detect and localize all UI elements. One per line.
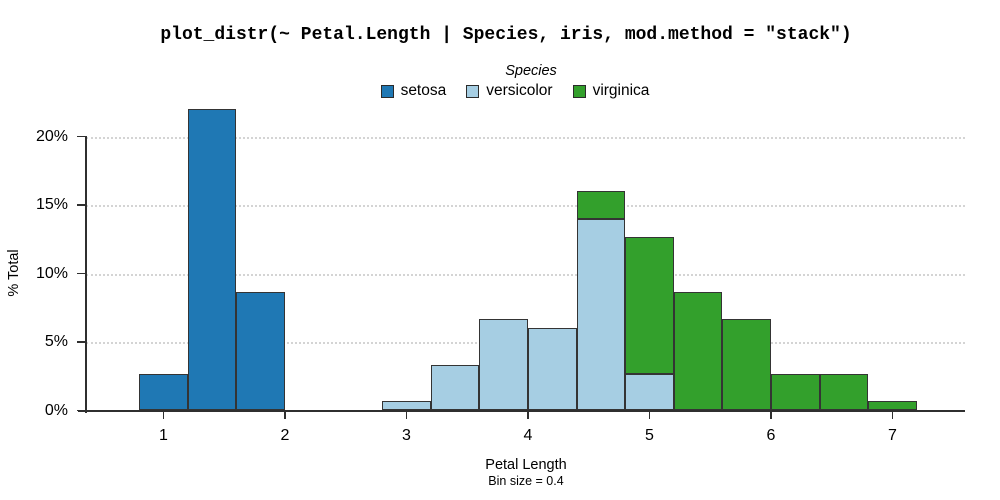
bar-virginica-5.6 — [722, 319, 771, 411]
x-axis-tick-5 — [648, 411, 651, 419]
y-tick-label-10%: 10% — [35, 264, 68, 282]
bar-virginica-6.4 — [819, 373, 869, 411]
bar-versicolor-3.6 — [479, 319, 528, 411]
x-tick-label-5: 5 — [645, 427, 654, 444]
bar-versicolor-4.8 — [625, 373, 674, 411]
y-axis-line — [85, 136, 87, 413]
bar-versicolor-2.8 — [382, 401, 431, 411]
legend-entry-versicolor: versicolor — [466, 82, 553, 99]
y-tick-label-20%: 20% — [35, 127, 68, 145]
x-axis-line — [78, 410, 965, 412]
legend-title: Species — [505, 63, 557, 79]
legend: setosa versicolor virginica — [0, 83, 1000, 99]
bar-setosa-1.2 — [187, 109, 237, 411]
x-tick-label-2: 2 — [280, 427, 290, 444]
x-axis-tick-4 — [527, 411, 529, 419]
bin-size-note: Bin size = 0.4 — [488, 474, 564, 488]
x-axis-tick-1 — [162, 411, 165, 419]
bar-virginica-4.8 — [625, 236, 674, 374]
legend-swatch-setosa — [380, 84, 394, 98]
y-axis-tick-0% — [77, 409, 86, 412]
x-axis-tick-7 — [891, 411, 894, 419]
x-axis-tick-3 — [405, 411, 408, 419]
y-axis-tick-15% — [77, 204, 86, 206]
gridline-20% — [86, 136, 965, 139]
x-axis-tick-6 — [770, 411, 772, 419]
y-tick-label-5%: 5% — [44, 333, 68, 350]
gridline-10% — [86, 273, 965, 276]
y-axis-tick-5% — [77, 341, 86, 343]
x-axis-tick-2 — [284, 411, 286, 419]
x-tick-label-7: 7 — [888, 427, 897, 444]
x-tick-label-4: 4 — [523, 427, 533, 444]
y-tick-label-0%: 0% — [44, 401, 68, 419]
bar-versicolor-3.2 — [430, 364, 480, 411]
chart-title: plot_distr(~ Petal.Length | Species, iri… — [160, 25, 852, 45]
legend-swatch-versicolor — [466, 84, 480, 98]
bar-virginica-5.2 — [673, 291, 723, 411]
legend-entry-setosa: setosa — [380, 82, 447, 99]
y-axis-tick-10% — [77, 272, 86, 275]
x-axis-title: Petal Length — [485, 457, 567, 473]
x-tick-label-6: 6 — [766, 427, 776, 444]
bar-virginica-6 — [771, 373, 820, 411]
y-axis-tick-20% — [77, 135, 86, 138]
y-tick-label-15%: 15% — [35, 196, 68, 213]
legend-label: virginica — [592, 82, 650, 99]
bar-setosa-1.6 — [236, 291, 285, 411]
legend-label: setosa — [400, 82, 447, 99]
bar-setosa-0.8 — [139, 373, 188, 411]
x-tick-label-1: 1 — [159, 427, 168, 444]
bar-virginica-6.8 — [868, 401, 917, 411]
legend-entry-virginica: virginica — [572, 82, 650, 99]
y-axis-title: % Total — [6, 249, 22, 297]
legend-label: versicolor — [486, 82, 553, 99]
bar-virginica-4.4 — [576, 191, 626, 219]
gridline-15% — [86, 205, 965, 207]
bar-versicolor-4.4 — [576, 218, 626, 411]
bar-versicolor-4 — [528, 328, 577, 411]
x-tick-label-3: 3 — [402, 427, 411, 444]
legend-swatch-virginica — [572, 84, 586, 98]
